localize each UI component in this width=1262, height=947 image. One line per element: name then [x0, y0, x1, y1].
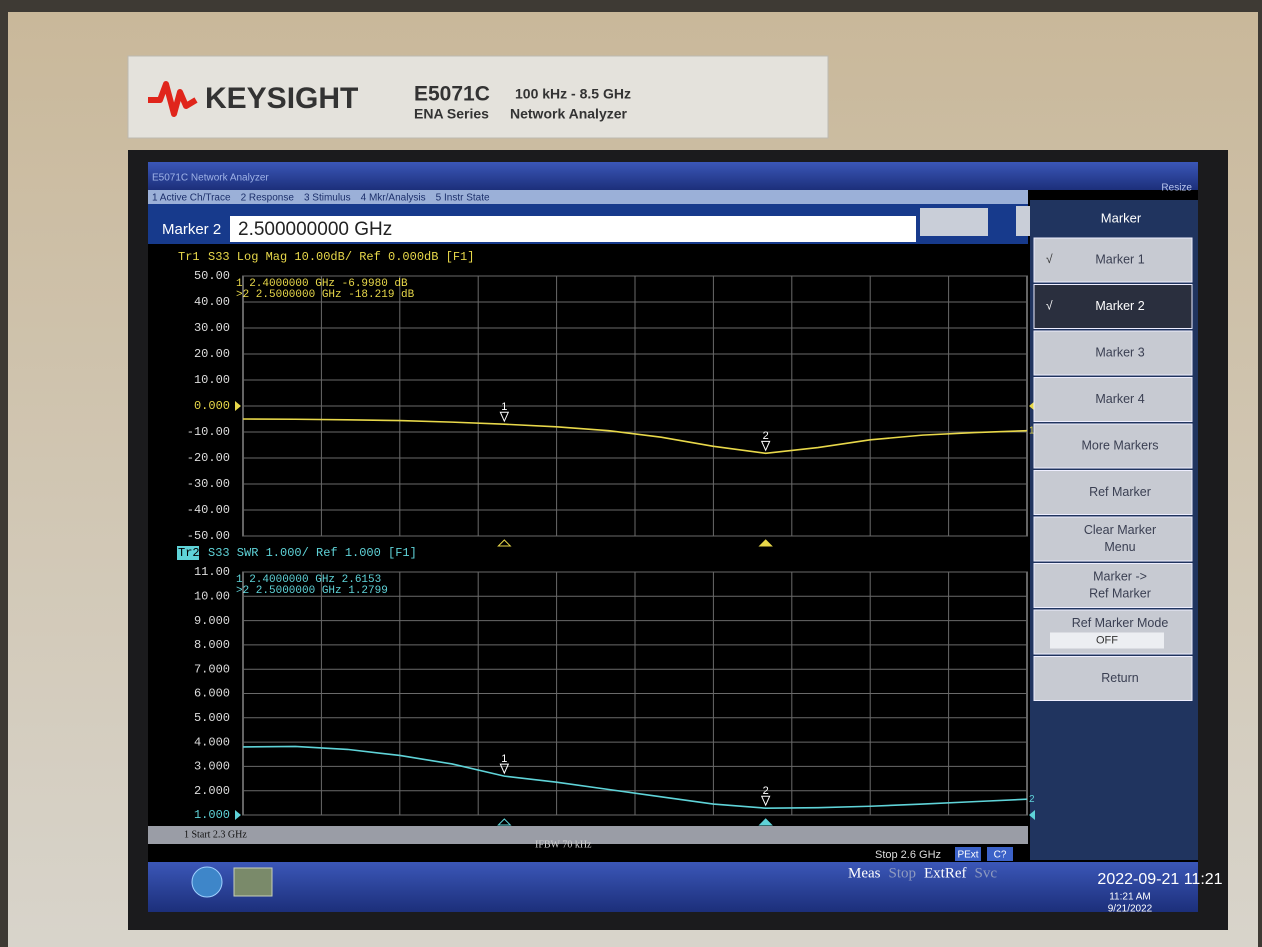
menu-item[interactable]: 1 Active Ch/Trace	[152, 193, 231, 204]
softkey-label: Ref Marker Mode	[1072, 616, 1169, 630]
y-tick-label: -50.00	[187, 529, 230, 543]
marker-readout: >2 2.5000000 GHz -18.219 dB	[236, 289, 415, 301]
marker-readout: >2 2.5000000 GHz 1.2799	[236, 585, 388, 597]
y-tick-label: 50.00	[194, 269, 230, 283]
marker-label: 1	[501, 401, 507, 413]
app-icon[interactable]	[234, 868, 272, 896]
taskbar	[148, 862, 1198, 912]
menu-item[interactable]: 3 Stimulus	[304, 193, 351, 204]
y-tick-label: 20.00	[194, 347, 230, 361]
softkey-value: OFF	[1096, 634, 1118, 646]
softkey-label: Ref Marker	[1089, 586, 1151, 600]
softkey-title: Marker	[1101, 210, 1142, 225]
status-flag: PExt	[957, 850, 978, 861]
y-tick-label: 5.000	[194, 711, 230, 725]
trace-header: S33 Log Mag 10.00dB/ Ref 0.000dB [F1]	[208, 250, 474, 264]
marker-label: 1	[501, 753, 507, 765]
status-mode: ExtRef	[924, 865, 967, 881]
analyzer: KEYSIGHT E5071C 100 kHz - 8.5 GHz ENA Se…	[0, 0, 1262, 947]
y-tick-label: 2.000	[194, 784, 230, 798]
status-mode: Stop	[889, 865, 917, 881]
y-tick-label: 10.00	[194, 373, 230, 387]
trace-tag: Tr2	[178, 546, 200, 560]
trace-end-label: 2	[1029, 794, 1035, 805]
product: Network Analyzer	[510, 106, 628, 122]
spin-buttons[interactable]	[920, 208, 988, 236]
range: 100 kHz - 8.5 GHz	[515, 86, 631, 102]
y-tick-label: -40.00	[187, 503, 230, 517]
softkey-label: Marker 2	[1095, 299, 1144, 313]
menu-item[interactable]: 4 Mkr/Analysis	[361, 193, 426, 204]
marker-label: 2	[763, 430, 769, 442]
brand: KEYSIGHT	[205, 82, 358, 115]
softkey-check: √	[1046, 252, 1053, 266]
marker-label: 2	[763, 785, 769, 797]
window-title: E5071C Network Analyzer	[152, 173, 269, 184]
page: KEYSIGHT E5071C 100 kHz - 8.5 GHz ENA Se…	[0, 0, 1262, 947]
softkey-label: Marker 3	[1095, 345, 1144, 359]
softkey-label: More Markers	[1081, 438, 1158, 452]
ifbw: IFBW 70 kHz	[535, 839, 592, 850]
y-tick-label: 3.000	[194, 760, 230, 774]
softkey-label: Marker ->	[1093, 569, 1147, 583]
model: E5071C	[414, 83, 490, 106]
y-tick-label: 6.000	[194, 687, 230, 701]
start-freq: 1 Start 2.3 GHz	[184, 829, 247, 840]
menu-item[interactable]: 5 Instr State	[436, 193, 490, 204]
y-tick-label: 10.00	[194, 589, 230, 603]
y-tick-label: -30.00	[187, 477, 230, 491]
softkey-label: Marker 1	[1095, 252, 1144, 266]
status-datetime: 2022-09-21 11:21	[1097, 871, 1222, 888]
y-tick-label: 0.000	[194, 399, 230, 413]
y-tick-label: -20.00	[187, 451, 230, 465]
trace-tag: Tr1	[178, 250, 200, 264]
stop-freq: Stop 2.6 GHz	[875, 849, 941, 861]
softkey-check: √	[1046, 299, 1053, 313]
y-tick-label: 4.000	[194, 735, 230, 749]
softkey-label: Return	[1101, 671, 1139, 685]
status-flag: C?	[994, 850, 1007, 861]
y-tick-label: 30.00	[194, 321, 230, 335]
clock-time: 11:21 AM	[1109, 892, 1151, 903]
y-tick-label: 8.000	[194, 638, 230, 652]
title-bar	[148, 162, 1198, 190]
softkey-label: Ref Marker	[1089, 485, 1151, 499]
entry-value: 2.500000000 GHz	[238, 219, 392, 240]
softkey-label: Clear Marker	[1084, 523, 1156, 537]
series: ENA Series	[414, 106, 489, 122]
softkey-label: Marker 4	[1095, 392, 1144, 406]
status-mode: Svc	[975, 865, 998, 881]
softkey-label: Menu	[1104, 540, 1135, 554]
y-tick-label: 9.000	[194, 614, 230, 628]
y-tick-label: 7.000	[194, 662, 230, 676]
menu-item[interactable]: 2 Response	[241, 193, 295, 204]
trace-header: S33 SWR 1.000/ Ref 1.000 [F1]	[208, 546, 417, 560]
entry-label: Marker 2	[162, 221, 221, 238]
status-mode: Meas	[848, 865, 881, 881]
y-tick-label: 11.00	[194, 565, 230, 579]
y-tick-label: 40.00	[194, 295, 230, 309]
y-tick-label: -10.00	[187, 425, 230, 439]
clock-date: 9/21/2022	[1108, 904, 1153, 915]
start-button[interactable]	[192, 867, 222, 897]
y-tick-label: 1.000	[194, 808, 230, 822]
resize[interactable]: Resize	[1161, 183, 1192, 194]
